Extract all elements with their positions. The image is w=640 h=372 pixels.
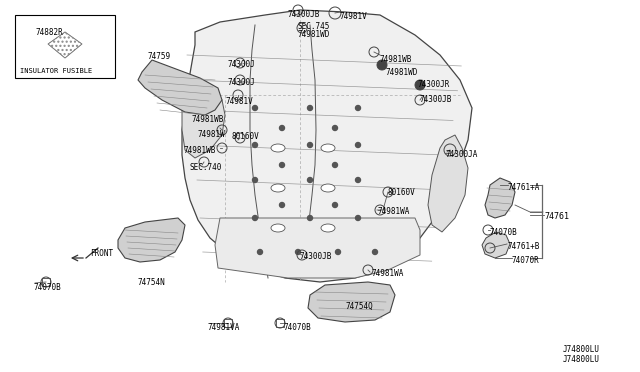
Text: 74981WD: 74981WD [385,68,417,77]
Ellipse shape [271,184,285,192]
Text: 74981WB: 74981WB [380,55,412,64]
Text: 74761+A: 74761+A [508,183,540,192]
Text: FRONT: FRONT [90,249,113,258]
Text: 74759: 74759 [148,52,171,61]
Circle shape [253,177,257,183]
Circle shape [355,177,360,183]
Circle shape [355,106,360,110]
Circle shape [377,60,387,70]
Circle shape [280,202,285,208]
Circle shape [307,106,312,110]
Text: 74981V: 74981V [340,12,368,21]
Text: 74300JR: 74300JR [418,80,451,89]
Text: 74981WB: 74981WB [192,115,225,124]
Circle shape [355,215,360,221]
Circle shape [415,80,425,90]
Text: 80160V: 80160V [232,132,260,141]
Circle shape [333,125,337,131]
Text: J74800LU: J74800LU [563,355,600,364]
Ellipse shape [321,224,335,232]
Text: 74981VA: 74981VA [208,323,241,332]
Bar [276,319,284,327]
Text: 74070B: 74070B [33,283,61,292]
Text: 74761+B: 74761+B [507,242,540,251]
Ellipse shape [271,224,285,232]
Text: 74300J: 74300J [228,60,256,69]
Text: 74981WD: 74981WD [298,30,330,39]
Circle shape [280,163,285,167]
Circle shape [253,106,257,110]
Text: 74300J: 74300J [228,78,256,87]
Ellipse shape [321,184,335,192]
Text: 74754Q: 74754Q [345,302,372,311]
Text: 74300JA: 74300JA [445,150,477,159]
Polygon shape [308,282,395,322]
Text: 74981WB: 74981WB [184,146,216,155]
Text: SEC.745: SEC.745 [298,22,330,31]
Polygon shape [182,10,472,282]
Text: 74070B: 74070B [490,228,518,237]
Polygon shape [215,218,420,278]
Text: J74800LU: J74800LU [563,345,600,354]
Text: 80160V: 80160V [387,188,415,197]
Ellipse shape [271,144,285,152]
Bar [42,278,50,286]
Circle shape [280,125,285,131]
Circle shape [372,250,378,254]
Circle shape [335,250,340,254]
Circle shape [333,202,337,208]
Text: 74981V: 74981V [225,97,253,106]
Text: SEC.740: SEC.740 [190,163,222,172]
Circle shape [307,215,312,221]
Text: 74300JB: 74300JB [300,252,332,261]
Text: 74070B: 74070B [283,323,311,332]
Bar [224,319,232,327]
Text: 74882R: 74882R [35,28,63,37]
Text: INSULATOR FUSIBLE: INSULATOR FUSIBLE [20,68,92,74]
Polygon shape [485,178,515,218]
Polygon shape [428,135,468,232]
Bar [15,15,115,78]
Ellipse shape [321,144,335,152]
Text: 74981WA: 74981WA [377,207,410,216]
Text: 74754N: 74754N [138,278,166,287]
Circle shape [296,250,301,254]
Text: 74300JB: 74300JB [420,95,452,104]
Circle shape [333,163,337,167]
Text: 74300JB: 74300JB [288,10,321,19]
Polygon shape [182,88,225,158]
Circle shape [355,142,360,148]
Polygon shape [138,60,222,115]
Text: 74761: 74761 [544,212,569,221]
Text: 74070R: 74070R [512,256,540,265]
Circle shape [253,142,257,148]
Circle shape [307,142,312,148]
Polygon shape [482,232,510,258]
Circle shape [253,215,257,221]
Polygon shape [118,218,185,262]
Text: 74981WA: 74981WA [372,269,404,278]
Text: 74981W: 74981W [197,130,225,139]
Circle shape [257,250,262,254]
Circle shape [307,177,312,183]
